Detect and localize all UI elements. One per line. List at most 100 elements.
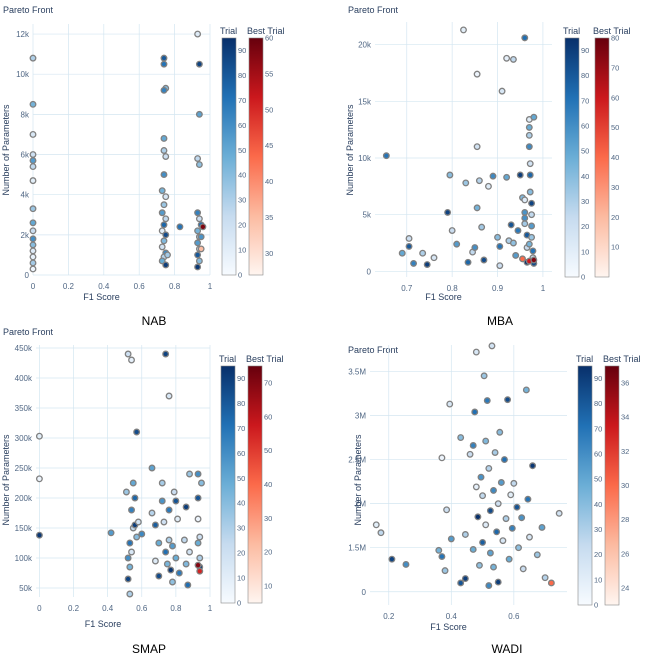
trial-point[interactable] xyxy=(486,549,494,557)
trial-point[interactable] xyxy=(169,578,176,586)
trial-point[interactable] xyxy=(133,428,141,436)
trial-point[interactable] xyxy=(133,533,141,541)
trial-point[interactable] xyxy=(460,26,467,34)
trial-point[interactable] xyxy=(128,548,135,556)
trial-point[interactable] xyxy=(35,531,43,539)
trial-point[interactable] xyxy=(163,560,171,568)
trial-point[interactable] xyxy=(526,171,534,179)
trial-point[interactable] xyxy=(29,227,37,235)
trial-point[interactable] xyxy=(480,372,488,380)
trial-point[interactable] xyxy=(194,539,202,547)
trial-point[interactable] xyxy=(493,528,501,536)
trial-point[interactable] xyxy=(126,590,134,598)
trial-point[interactable] xyxy=(480,256,488,264)
trial-point[interactable] xyxy=(29,151,37,158)
trial-point[interactable] xyxy=(196,533,204,541)
trial-point[interactable] xyxy=(522,386,530,394)
trial-point[interactable] xyxy=(498,87,506,95)
trial-point[interactable] xyxy=(194,263,202,271)
trial-point[interactable] xyxy=(405,242,413,250)
trial-point[interactable] xyxy=(29,205,37,213)
trial-point[interactable] xyxy=(195,110,203,118)
trial-point[interactable] xyxy=(528,233,536,241)
trial-point[interactable] xyxy=(29,54,37,62)
trial-point[interactable] xyxy=(541,574,549,582)
trial-point[interactable] xyxy=(195,60,203,68)
trial-point[interactable] xyxy=(194,209,202,217)
trial-point[interactable] xyxy=(162,261,170,269)
trial-point[interactable] xyxy=(457,579,465,587)
trial-point[interactable] xyxy=(482,521,490,529)
trial-point[interactable] xyxy=(528,211,536,219)
trial-point[interactable] xyxy=(479,538,487,546)
trial-point[interactable] xyxy=(447,535,455,543)
trial-point[interactable] xyxy=(176,223,184,231)
trial-point[interactable] xyxy=(490,563,497,571)
trial-point[interactable] xyxy=(174,515,182,523)
trial-point[interactable] xyxy=(521,208,529,216)
trial-point[interactable] xyxy=(526,188,534,196)
trial-point[interactable] xyxy=(184,581,192,589)
trial-point[interactable] xyxy=(388,555,396,563)
trial-point[interactable] xyxy=(448,227,456,234)
trial-point[interactable] xyxy=(499,537,507,545)
trial-point[interactable] xyxy=(122,488,130,496)
trial-point[interactable] xyxy=(509,239,517,247)
trial-point[interactable] xyxy=(162,193,170,201)
trial-point[interactable] xyxy=(430,254,438,262)
trial-point[interactable] xyxy=(196,554,204,562)
trial-point[interactable] xyxy=(160,171,168,179)
trial-point[interactable] xyxy=(197,233,205,241)
trial-point[interactable] xyxy=(410,259,418,267)
trial-point[interactable] xyxy=(182,503,190,511)
trial-point[interactable] xyxy=(35,475,43,483)
trial-point[interactable] xyxy=(435,546,443,554)
trial-point[interactable] xyxy=(516,171,524,179)
trial-point[interactable] xyxy=(175,569,183,577)
trial-point[interactable] xyxy=(128,356,135,364)
trial-point[interactable] xyxy=(438,454,446,462)
trial-point[interactable] xyxy=(180,536,188,544)
trial-point[interactable] xyxy=(441,567,449,575)
trial-point[interactable] xyxy=(172,497,180,505)
trial-point[interactable] xyxy=(423,261,431,268)
trial-point[interactable] xyxy=(525,131,533,139)
best-trial-point[interactable] xyxy=(519,255,526,263)
trial-point[interactable] xyxy=(502,515,510,523)
trial-point[interactable] xyxy=(155,539,163,547)
trial-point[interactable] xyxy=(165,506,173,514)
trial-point[interactable] xyxy=(29,163,37,171)
best-trial-point[interactable] xyxy=(194,561,202,569)
trial-point[interactable] xyxy=(483,397,491,404)
trial-point[interactable] xyxy=(486,507,494,515)
trial-point[interactable] xyxy=(494,578,502,586)
trial-point[interactable] xyxy=(482,437,490,445)
trial-point[interactable] xyxy=(160,135,168,142)
trial-point[interactable] xyxy=(446,400,454,408)
trial-point[interactable] xyxy=(485,582,493,590)
trial-point[interactable] xyxy=(194,251,202,259)
trial-point[interactable] xyxy=(525,123,533,131)
trial-point[interactable] xyxy=(526,533,533,541)
trial-point[interactable] xyxy=(518,514,526,522)
trial-point[interactable] xyxy=(124,350,132,358)
trial-point[interactable] xyxy=(515,544,522,552)
trial-point[interactable] xyxy=(526,160,534,168)
trial-point[interactable] xyxy=(148,509,156,517)
trial-point[interactable] xyxy=(169,542,176,550)
trial-point[interactable] xyxy=(29,100,37,108)
trial-point[interactable] xyxy=(194,30,202,38)
trial-point[interactable] xyxy=(158,187,166,195)
trial-point[interactable] xyxy=(457,434,465,441)
trial-point[interactable] xyxy=(462,179,470,187)
trial-point[interactable] xyxy=(158,497,166,505)
trial-point[interactable] xyxy=(131,494,139,502)
trial-point[interactable] xyxy=(160,237,168,245)
trial-point[interactable] xyxy=(461,575,469,583)
trial-point[interactable] xyxy=(155,572,163,580)
trial-point[interactable] xyxy=(194,227,202,235)
trial-point[interactable] xyxy=(513,503,521,511)
trial-point[interactable] xyxy=(497,479,505,486)
trial-point[interactable] xyxy=(509,55,517,63)
trial-point[interactable] xyxy=(464,258,472,266)
